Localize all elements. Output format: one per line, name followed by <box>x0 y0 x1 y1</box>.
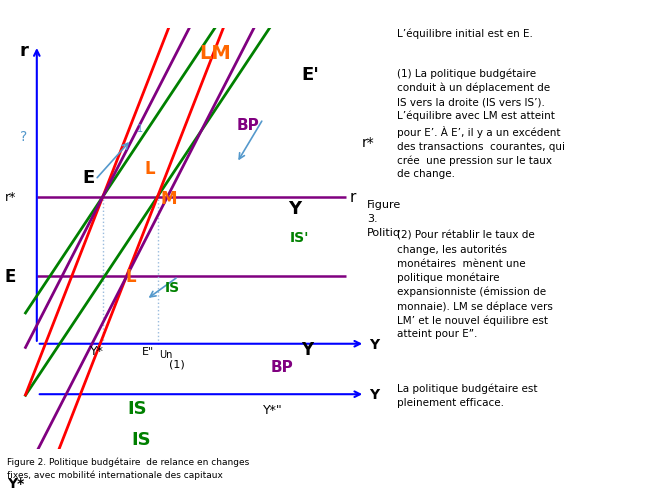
Text: IS: IS <box>131 430 151 448</box>
Text: r: r <box>19 42 28 60</box>
Text: BP: BP <box>237 118 260 133</box>
Text: Y: Y <box>369 337 379 351</box>
Text: LM: LM <box>199 44 231 62</box>
Text: E': E' <box>301 66 319 83</box>
Text: Figure
3.
Politiq: Figure 3. Politiq <box>367 199 401 237</box>
Text: IS': IS' <box>290 230 309 244</box>
Text: Figure 2. Politique budgétaire  de relance en changes
fixes, avec mobilité inter: Figure 2. Politique budgétaire de relanc… <box>7 456 249 479</box>
Text: IS: IS <box>127 399 147 417</box>
Text: Y*": Y*" <box>263 403 283 416</box>
Text: (2) Pour rétablir le taux de
change, les autorités
monétaires  mènent une
politi: (2) Pour rétablir le taux de change, les… <box>397 230 553 339</box>
Text: (1): (1) <box>169 359 185 369</box>
Text: E: E <box>82 168 95 186</box>
Text: E: E <box>5 268 16 286</box>
Text: IS: IS <box>165 281 180 295</box>
Text: L: L <box>144 160 155 178</box>
Text: 1: 1 <box>137 124 143 134</box>
Text: L: L <box>126 267 136 285</box>
Text: Y: Y <box>288 200 301 218</box>
Text: (1) La politique budgétaire
conduit à un déplacement de
IS vers la droite (IS ve: (1) La politique budgétaire conduit à un… <box>397 68 565 179</box>
Text: Un: Un <box>160 349 173 360</box>
Text: L’équilibre initial est en E.: L’équilibre initial est en E. <box>397 28 533 39</box>
Text: ?: ? <box>20 129 27 143</box>
Text: Y: Y <box>369 387 379 402</box>
Text: r*: r* <box>361 136 374 150</box>
Text: Y: Y <box>301 341 313 359</box>
Text: La politique budgétaire est
pleinement efficace.: La politique budgétaire est pleinement e… <box>397 383 538 407</box>
Text: r: r <box>350 190 356 204</box>
Text: BP: BP <box>271 359 293 374</box>
Text: Y*: Y* <box>90 345 104 358</box>
Text: r*: r* <box>5 191 16 203</box>
Text: Y*: Y* <box>7 476 24 488</box>
Text: M: M <box>161 189 177 207</box>
Text: E": E" <box>142 346 154 357</box>
